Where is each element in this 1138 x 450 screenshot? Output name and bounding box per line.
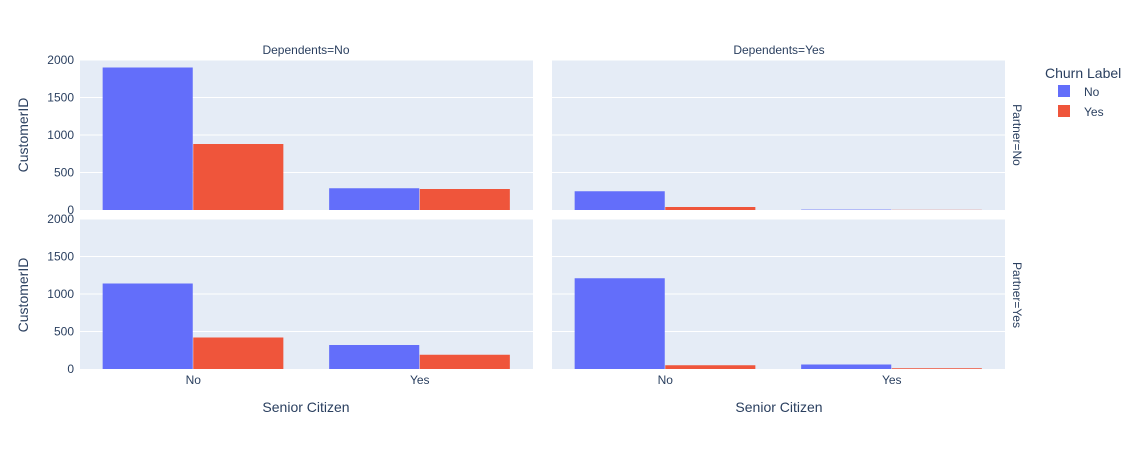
row-label-partner-yes: Partner=Yes [1010, 262, 1024, 328]
bar-no-yes[interactable] [329, 345, 420, 369]
legend-item-yes[interactable]: Yes [1058, 105, 1104, 119]
facet-panel-3 [80, 218, 533, 370]
x-tick-label: Yes [882, 373, 902, 387]
bar-no-no[interactable] [574, 278, 665, 369]
x-axis-title-left: Senior Citizen [262, 399, 349, 415]
bar-yes-no[interactable] [193, 144, 284, 210]
y-tick-label: 1500 [47, 250, 74, 264]
y-tick-label: 1000 [47, 128, 74, 142]
facet-panel-1 [80, 59, 533, 211]
legend-swatch-yes [1058, 105, 1070, 117]
y-tick-label: 0 [67, 203, 74, 217]
legend-item-no[interactable]: No [1058, 85, 1100, 99]
legend: Churn Label No Yes [1045, 65, 1121, 119]
bar-no-yes[interactable] [801, 364, 892, 370]
bar-no-no[interactable] [102, 67, 193, 211]
legend-swatch-no [1058, 85, 1070, 97]
y-tick-label: 500 [54, 166, 74, 180]
x-tick-label: No [186, 373, 202, 387]
facet-panel-4 [552, 218, 1005, 370]
x-tick-label: No [658, 373, 674, 387]
y-tick-label: 2000 [47, 212, 74, 226]
facet-panel-2 [552, 59, 1005, 210]
y-tick-label: 500 [54, 325, 74, 339]
y-tick-label: 2000 [47, 53, 74, 67]
legend-title: Churn Label [1045, 65, 1121, 81]
legend-label-yes: Yes [1084, 105, 1104, 119]
row-label-partner-no: Partner=No [1010, 104, 1024, 166]
bar-yes-yes[interactable] [891, 368, 982, 369]
x-tick-label: Yes [410, 373, 430, 387]
bar-yes-yes[interactable] [419, 354, 510, 369]
bar-no-no[interactable] [574, 191, 665, 210]
y-tick-label: 0 [67, 362, 74, 376]
bar-no-yes[interactable] [329, 188, 420, 210]
chart-panels [80, 59, 1005, 370]
column-label-dependents-no: Dependents=No [262, 43, 349, 57]
x-axis-title-right: Senior Citizen [735, 399, 822, 415]
y-axis-title-top: CustomerID [15, 98, 31, 173]
bar-yes-no[interactable] [193, 337, 284, 370]
column-label-dependents-yes: Dependents=Yes [733, 43, 824, 57]
y-tick-label: 1500 [47, 91, 74, 105]
bar-yes-no[interactable] [665, 365, 756, 369]
bar-yes-yes[interactable] [419, 189, 510, 210]
y-axis-title-bottom: CustomerID [15, 258, 31, 333]
y-tick-label: 1000 [47, 287, 74, 301]
legend-label-no: No [1084, 85, 1100, 99]
bar-yes-no[interactable] [665, 207, 756, 210]
bar-no-no[interactable] [102, 283, 193, 370]
